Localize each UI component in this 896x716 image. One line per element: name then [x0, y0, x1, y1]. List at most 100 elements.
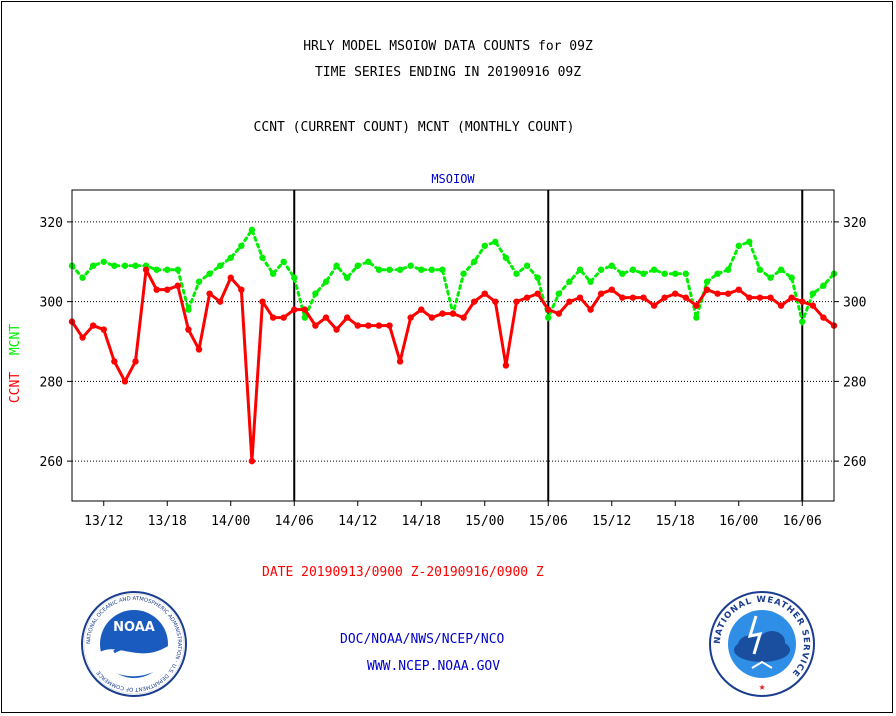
mcnt-point [354, 262, 361, 269]
mcnt-point [238, 242, 245, 250]
mcnt-point [386, 266, 393, 273]
ccnt-point [174, 282, 182, 289]
ccnt-point [693, 302, 700, 309]
ccnt-point [481, 290, 488, 297]
x-tick-label: 16/00 [719, 514, 758, 529]
ccnt-point [365, 322, 372, 329]
title-line-1: HRLY MODEL MSOIOW DATA COUNTS for 09Z [303, 39, 593, 54]
ccnt-point [238, 286, 245, 293]
ccnt-point [132, 358, 139, 365]
ccnt-point [788, 294, 795, 301]
ccnt-point [608, 286, 615, 293]
ccnt-point [502, 362, 510, 369]
mcnt-point [153, 266, 160, 273]
mcnt-point [365, 258, 372, 265]
mcnt-point [407, 262, 414, 269]
y-tick-label-left: 320 [40, 216, 63, 231]
ccnt-point [777, 302, 785, 309]
mcnt-point [439, 266, 446, 273]
ccnt-point [587, 306, 594, 313]
mcnt-point [216, 262, 224, 269]
svg-text:★: ★ [759, 680, 766, 693]
mcnt-point [608, 262, 615, 269]
mcnt-point [195, 278, 203, 285]
ccnt-point [206, 290, 213, 297]
ccnt-point [216, 298, 224, 305]
mcnt-point [650, 266, 658, 273]
ccnt-point [492, 298, 499, 305]
ccnt-point [799, 298, 806, 305]
ccnt-point [523, 294, 531, 301]
ccnt-point [650, 302, 658, 309]
mcnt-point [428, 266, 436, 273]
mcnt-point [100, 258, 107, 265]
mcnt-point [396, 266, 404, 273]
ccnt-point [248, 457, 256, 465]
ccnt-point [100, 326, 107, 333]
ccnt-point [809, 302, 817, 309]
ccnt-point [460, 314, 467, 321]
mcnt-point [587, 278, 594, 285]
mcnt-point [703, 278, 711, 285]
ccnt-point [597, 290, 605, 297]
ccnt-point [418, 306, 425, 313]
ccnt-point [79, 334, 86, 341]
x-tick-label: 13/12 [84, 514, 123, 529]
mcnt-point [555, 290, 563, 297]
ccnt-point [386, 322, 393, 329]
mcnt-point [164, 266, 171, 273]
series-layer [68, 226, 838, 465]
ccnt-point [724, 290, 732, 297]
ccnt-point [195, 346, 203, 353]
mcnt-point [714, 270, 721, 277]
ccnt-point [354, 322, 361, 329]
y-axis-label: CCNT MCNT [8, 324, 23, 403]
ccnt-point [545, 306, 552, 313]
ccnt-point [703, 286, 711, 293]
mcnt-point [640, 270, 647, 277]
nws-logo: NATIONAL WEATHER SERVICE ★ [709, 591, 815, 697]
ccnt-point [269, 314, 277, 321]
y-tick-label-right: 280 [843, 375, 866, 390]
url-link[interactable]: WWW.NCEP.NOAA.GOV [367, 659, 501, 674]
date-range-label: DATE 20190913/0900 Z-20190916/0900 Z [262, 565, 544, 580]
mcnt-point [481, 242, 488, 250]
mcnt-point [576, 266, 584, 273]
ccnt-point [439, 310, 446, 317]
ccnt-point [333, 326, 340, 333]
ccnt-point [428, 314, 436, 321]
ccnt-point [555, 310, 563, 317]
mcnt-point [227, 254, 234, 261]
ccnt-point [153, 286, 160, 293]
mcnt-point [259, 254, 266, 261]
mcnt-point [280, 258, 287, 265]
x-tick-label: 15/12 [592, 514, 631, 529]
mcnt-point [291, 274, 298, 281]
mcnt-point [756, 266, 764, 273]
ccnt-point [111, 358, 118, 365]
ccnt-point [566, 298, 573, 305]
mcnt-point [693, 314, 700, 321]
ccnt-point [227, 274, 234, 281]
mcnt-point [566, 278, 573, 285]
grid-layer [67, 190, 839, 506]
mcnt-point [523, 262, 531, 269]
mcnt-point [799, 318, 806, 325]
ccnt-point [576, 294, 584, 301]
mcnt-point [185, 306, 192, 313]
mcnt-point [661, 270, 668, 277]
ccnt-point [142, 266, 150, 273]
label-layer: 260 260 280 280 300 300 320 320 13/12 13/18 14/00 1… [8, 172, 866, 529]
mcnt-point [121, 262, 129, 269]
ccnt-point [301, 306, 309, 313]
mcnt-point [460, 270, 467, 277]
mcnt-point [788, 274, 795, 281]
ccnt-point [682, 294, 690, 301]
mcnt-point [322, 278, 330, 285]
ccnt-point [280, 314, 287, 321]
ccnt-point [672, 290, 679, 297]
series-ccnt [68, 266, 838, 465]
mcnt-point [820, 282, 827, 289]
